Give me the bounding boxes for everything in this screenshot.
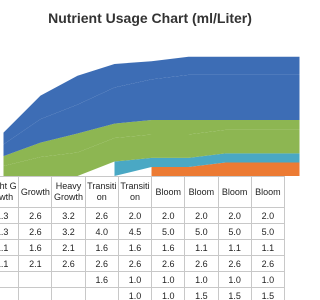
value-cell: 1.5 [250, 287, 286, 300]
value-cell [0, 271, 20, 288]
value-cell: 1.6 [151, 239, 186, 256]
value-cell: 2.0 [184, 207, 219, 224]
value-cell: 2.6 [84, 255, 119, 272]
value-cell: 4.5 [117, 223, 153, 240]
value-cell: 1.1 [217, 239, 252, 256]
category-label: Bloom [184, 176, 219, 208]
value-cell: 1.0 [250, 271, 286, 288]
value-cell: 2.0 [117, 207, 153, 224]
value-cell: 2.6 [184, 255, 219, 272]
value-cell: 1.3 [0, 207, 20, 224]
data-row: 1.0 1.0 1.5 1.5 1.5 [0, 287, 286, 300]
value-cell: 1.1 [250, 239, 286, 256]
value-cell [51, 287, 86, 300]
area [3, 56, 300, 145]
data-row: 1.32.63.22.62.02.02.02.02.0 [0, 207, 286, 224]
value-cell: 1.1 [0, 255, 20, 272]
value-cell: 1.6 [18, 239, 53, 256]
data-row: 1.6 1.0 1.0 1.0 1.0 1.0 [0, 271, 286, 288]
value-cell: 2.1 [18, 255, 53, 272]
value-cell: 2.6 [84, 207, 119, 224]
value-cell: 2.1 [51, 239, 86, 256]
value-cell [18, 287, 53, 300]
value-cell: 1.5 [184, 287, 219, 300]
data-table: Light GrowthGrowthHeavy GrowthTransition… [0, 176, 286, 300]
category-label: Bloom [151, 176, 186, 208]
value-cell: 1.6 [117, 239, 153, 256]
area [114, 153, 300, 176]
value-cell: 5.0 [151, 223, 186, 240]
value-cell: 1.1 [184, 239, 219, 256]
data-row: 1.11.62.11.61.61.61.11.11.1 [0, 239, 286, 256]
value-cell: 1.1 [0, 239, 20, 256]
value-cell: 2.0 [250, 207, 286, 224]
value-cell [84, 287, 119, 300]
data-row: 1.32.63.24.04.55.05.05.05.0 [0, 223, 286, 240]
category-label: Bloom [250, 176, 286, 208]
value-cell: 2.0 [217, 207, 252, 224]
chart-title: Nutrient Usage Chart (ml/Liter) [48, 10, 252, 26]
value-cell: 1.0 [117, 287, 153, 300]
value-cell: 5.0 [217, 223, 252, 240]
value-cell: 2.6 [18, 207, 53, 224]
value-cell: 1.0 [151, 287, 186, 300]
value-cell: 1.6 [84, 239, 119, 256]
value-cell: 2.6 [217, 255, 252, 272]
value-cell: 3.2 [51, 207, 86, 224]
value-cell: 1.0 [184, 271, 219, 288]
value-cell: 4.0 [84, 223, 119, 240]
data-row: 1.12.12.62.62.62.62.62.62.6 [0, 255, 286, 272]
value-cell: 2.6 [18, 223, 53, 240]
area [3, 74, 300, 157]
value-cell: 1.3 [0, 223, 20, 240]
value-cell: 1.0 [217, 271, 252, 288]
screenshot: Nutrient Usage Chart (ml/Liter) Light Gr… [0, 10, 300, 300]
value-cell: 5.0 [250, 223, 286, 240]
value-cell: 1.6 [84, 271, 119, 288]
value-cell: 1.0 [151, 271, 186, 288]
value-cell: 2.6 [151, 255, 186, 272]
value-cell [18, 271, 53, 288]
value-cell: 3.2 [51, 223, 86, 240]
value-cell [51, 271, 86, 288]
value-cell: 2.6 [250, 255, 286, 272]
category-label: Light Growth [0, 176, 20, 208]
area [3, 129, 300, 176]
area [151, 162, 300, 176]
category-label: Transition [117, 176, 153, 208]
category-label: Growth [18, 176, 53, 208]
category-label: Transition [84, 176, 119, 208]
value-cell: 2.6 [117, 255, 153, 272]
value-cell: 2.0 [151, 207, 186, 224]
value-cell: 5.0 [184, 223, 219, 240]
category-label: Bloom [217, 176, 252, 208]
value-cell: 1.5 [217, 287, 252, 300]
chart [3, 56, 300, 176]
category-label: Heavy Growth [51, 176, 86, 208]
value-cell: 1.0 [117, 271, 153, 288]
value-cell: 2.6 [51, 255, 86, 272]
header-row: Light GrowthGrowthHeavy GrowthTransition… [0, 176, 286, 208]
value-cell [0, 287, 20, 300]
area [3, 119, 300, 167]
